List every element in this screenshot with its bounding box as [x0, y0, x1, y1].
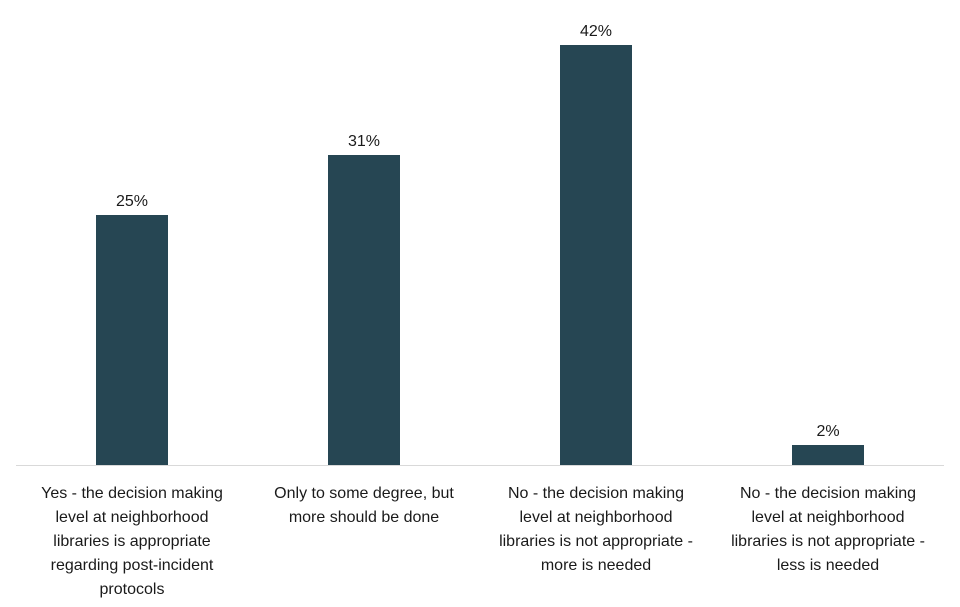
category-label-line: No - the decision making	[739, 485, 917, 502]
category-label-4: No - the decision making level at neighbo…	[713, 482, 943, 578]
value-label-2: 31%	[348, 133, 380, 150]
value-label-4: 2%	[816, 423, 839, 440]
category-label-line: libraries is appropriate	[53, 533, 211, 550]
bars-group	[96, 45, 864, 465]
category-label-1: Yes - the decision making level at neighb…	[17, 482, 247, 602]
category-label-line: regarding post-incident	[50, 557, 214, 574]
bar-3	[560, 45, 632, 465]
bar-1	[96, 215, 168, 465]
category-label-line: less is needed	[776, 557, 880, 574]
value-label-3: 42%	[580, 23, 612, 40]
value-label-1: 25%	[116, 193, 148, 210]
bar-4	[792, 445, 864, 465]
category-label-line: libraries is not appropriate -	[499, 533, 693, 550]
category-label-line: more should be done	[288, 509, 440, 526]
value-labels-group: 25% 31% 42% 2%	[116, 23, 840, 440]
category-label-line: level at neighborhood	[751, 509, 905, 526]
category-label-line: level at neighborhood	[519, 509, 673, 526]
category-label-3: No - the decision making level at neighbo…	[481, 482, 711, 578]
category-label-line: libraries is not appropriate -	[731, 533, 925, 550]
category-label-line: Yes - the decision making	[41, 485, 223, 502]
bar-2	[328, 155, 400, 465]
category-label-line: No - the decision making	[507, 485, 685, 502]
category-label-line: Only to some degree, but	[274, 485, 454, 502]
category-label-line: more is needed	[540, 557, 652, 574]
category-label-2: Only to some degree, but more should be d…	[249, 482, 479, 530]
category-label-line: level at neighborhood	[55, 509, 209, 526]
category-label-line: protocols	[99, 581, 165, 598]
